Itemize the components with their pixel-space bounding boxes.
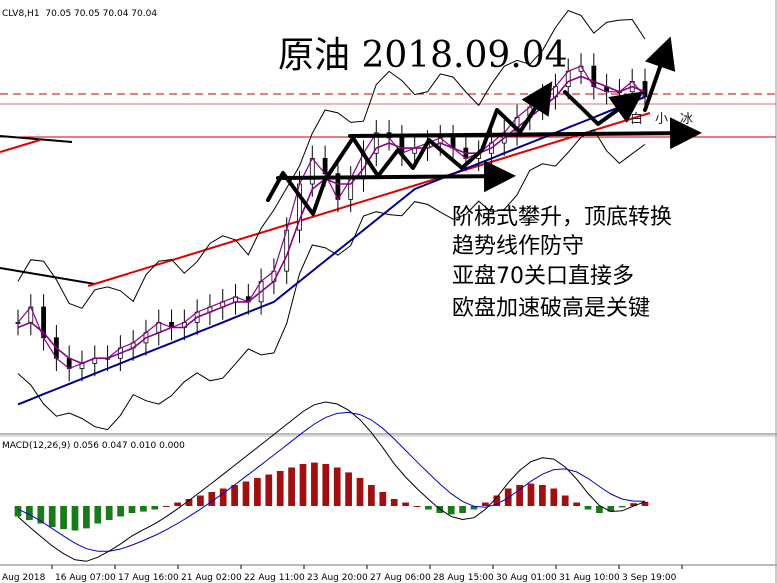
- zigzag-arrow-2: [563, 90, 644, 126]
- zigzag-arrow-1: [266, 81, 553, 216]
- watermark: 白小冰: [630, 111, 705, 127]
- macd-bar: [208, 492, 216, 506]
- x-tick-label: 31 Aug 10:00: [559, 573, 620, 583]
- macd-bar: [71, 506, 79, 531]
- macd-bar: [105, 506, 113, 520]
- macd-bar: [322, 464, 330, 506]
- macd-bar: [265, 474, 273, 506]
- candle-body: [15, 321, 21, 324]
- macd-bar: [26, 506, 33, 520]
- note-line-2: 趋势线作防守: [452, 234, 584, 259]
- macd-bar: [185, 499, 193, 506]
- macd-bar: [48, 506, 56, 527]
- old-black-level: [0, 135, 73, 143]
- drawn-arrows: [266, 36, 702, 216]
- chart-title: 原油 2018.09.04: [278, 35, 568, 76]
- macd-bar: [527, 483, 535, 506]
- macd-bar: [516, 485, 523, 506]
- x-tick-label: 22 Aug 11:00: [244, 573, 305, 583]
- macd-bar: [539, 485, 546, 506]
- macd-line: [17, 401, 646, 562]
- macd-bar: [356, 478, 364, 506]
- x-tick-label: 17 Aug 16:00: [118, 573, 179, 583]
- macd-bar: [368, 485, 375, 506]
- macd-bar: [447, 506, 455, 515]
- macd-bar: [60, 506, 67, 530]
- macd-bar: [596, 506, 603, 513]
- ma-slow-line: [17, 95, 646, 406]
- macd-bar: [618, 506, 626, 508]
- macd-lines: [17, 401, 646, 562]
- macd-bar: [390, 499, 398, 506]
- macd-bar: [493, 495, 501, 506]
- macd-bar: [83, 506, 90, 529]
- indicator-lines: [17, 10, 646, 431]
- macd-bar: [276, 471, 284, 506]
- macd-bar: [425, 506, 432, 510]
- macd-bar: [573, 502, 580, 506]
- bollinger-lower: [17, 129, 646, 431]
- macd-bar: [254, 478, 261, 506]
- note-line-3: 亚盘70关口直接多: [452, 264, 634, 289]
- level-arrow-top: [348, 117, 702, 150]
- bollinger-upper: [17, 10, 646, 309]
- x-tick-label: 27 Aug 06:00: [370, 573, 431, 583]
- macd-histogram: [14, 462, 649, 531]
- macd-bar: [311, 462, 318, 506]
- macd-bar: [242, 481, 250, 506]
- x-tick-label: Aug 2018: [2, 573, 46, 583]
- macd-label: MACD(12,26,9) 0.056 0.047 0.010 0.000: [2, 441, 185, 451]
- macd-bar: [333, 467, 341, 506]
- macd-bar: [561, 495, 569, 506]
- macd-bar: [413, 506, 421, 507]
- macd-bar: [140, 506, 147, 512]
- x-tick-label: 30 Aug 01:00: [496, 573, 557, 583]
- note-line-1: 阶梯式攀升，顶底转换: [452, 205, 672, 230]
- macd-bar: [128, 506, 136, 513]
- macd-bar: [174, 502, 181, 506]
- macd-bar: [94, 506, 102, 524]
- macd-bar: [607, 506, 615, 512]
- macd-bar: [550, 488, 558, 506]
- x-tick-label: 23 Aug 20:00: [307, 573, 368, 583]
- note-line-4: 欧盘加速破高是关键: [452, 296, 650, 321]
- macd-bar: [402, 502, 409, 506]
- macd-bar: [379, 492, 387, 506]
- macd-bar: [641, 501, 649, 506]
- x-tick-label: 16 Aug 07:00: [55, 573, 116, 583]
- symbol-info: CLV8,H1 70.05 70.05 70.04 70.04: [2, 9, 157, 19]
- macd-bar: [630, 503, 637, 506]
- old-black-level-2: [0, 267, 96, 285]
- signal-line: [17, 411, 646, 552]
- level-arrow-low: [276, 160, 516, 193]
- macd-bar: [470, 506, 478, 510]
- macd-bar: [459, 506, 466, 513]
- macd-bar: [162, 506, 170, 507]
- breakout-arrow: [643, 36, 676, 112]
- macd-bar: [14, 506, 22, 517]
- macd-bar: [584, 506, 592, 510]
- macd-bar: [117, 506, 124, 517]
- macd-bar: [37, 506, 45, 524]
- x-tick-label: 28 Aug 15:00: [433, 573, 494, 583]
- trendline-left: [0, 139, 41, 153]
- macd-bar: [197, 495, 204, 506]
- x-tick-label: 21 Aug 02:00: [181, 573, 242, 583]
- macd-bar: [345, 472, 352, 506]
- macd-bar: [288, 467, 295, 506]
- macd-bar: [219, 488, 227, 506]
- trendline-main: [87, 112, 651, 287]
- macd-bar: [151, 506, 159, 510]
- macd-bar: [299, 464, 307, 506]
- macd-bar: [231, 485, 238, 506]
- time-axis: Aug 2018 16 Aug 07:00 17 Aug 16:00 21 Aug 0…: [2, 565, 683, 583]
- macd-bar: [482, 502, 489, 506]
- x-tick-label: 3 Sep 19:00: [622, 573, 677, 583]
